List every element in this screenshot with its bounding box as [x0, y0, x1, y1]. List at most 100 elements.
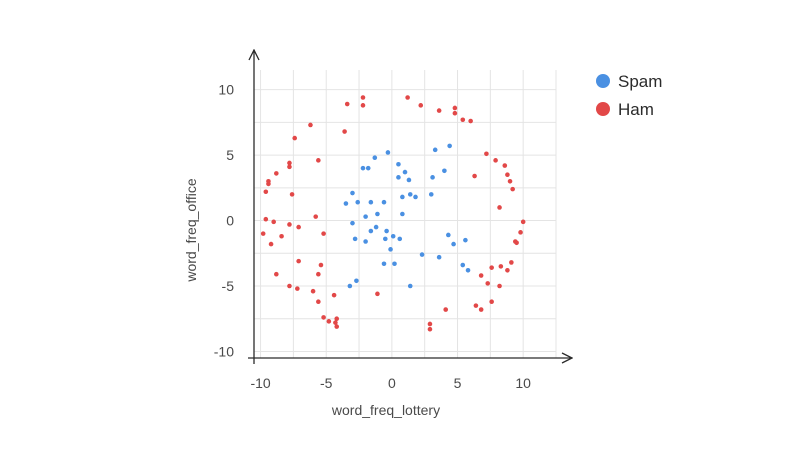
ham-point — [287, 283, 292, 289]
y-tick-labels: -10 -5 0 5 10 — [214, 82, 234, 360]
spam-point — [352, 236, 358, 242]
ham-point — [296, 224, 301, 230]
ham-point — [472, 173, 477, 179]
ham-point — [468, 118, 473, 124]
ham-point — [274, 171, 279, 176]
spam-point — [436, 254, 442, 260]
y-axis-title: word_freq_office — [183, 178, 199, 282]
x-axis-title: word_freq_lottery — [331, 402, 440, 418]
spam-point — [460, 262, 466, 268]
spam-point — [396, 175, 401, 180]
ham-point — [452, 110, 458, 116]
ham-point — [498, 264, 504, 269]
ham-point — [316, 299, 321, 305]
legend-marker-ham — [596, 102, 610, 116]
x-tick-labels: -10 -5 0 5 10 — [250, 375, 531, 391]
spam-point — [363, 214, 368, 219]
ham-point — [326, 319, 332, 324]
ham-point — [478, 273, 484, 278]
spam-point — [392, 261, 397, 267]
spam-point — [368, 228, 374, 234]
x-tick-label: -5 — [320, 375, 333, 391]
ham-point — [460, 117, 466, 123]
spam-point — [388, 247, 393, 252]
ham-point — [473, 303, 479, 308]
spam-point — [396, 161, 401, 167]
spam-point — [397, 236, 403, 242]
ham-point — [443, 307, 449, 312]
ham-point — [334, 316, 340, 322]
legend-marker-spam — [596, 74, 610, 88]
legend: Spam Ham — [596, 72, 662, 119]
ham-point — [502, 163, 508, 168]
y-tick-label: 5 — [226, 147, 234, 163]
spam-point — [372, 155, 378, 161]
ham-point — [518, 230, 523, 235]
ham-point — [308, 122, 313, 128]
spam-point — [446, 232, 451, 238]
ham-point — [489, 299, 494, 305]
ham-point — [321, 315, 326, 320]
ham-point — [493, 158, 498, 163]
ham-point — [436, 108, 442, 113]
x-tick-label: 5 — [454, 375, 462, 391]
spam-point — [355, 199, 361, 205]
ham-point — [287, 222, 292, 227]
spam-point — [347, 283, 353, 289]
spam-point — [373, 224, 379, 230]
ham-point — [505, 172, 510, 178]
spam-point — [381, 261, 387, 267]
ham-point — [427, 326, 433, 332]
ham-point — [509, 260, 514, 265]
ham-point — [296, 258, 301, 264]
spam-point — [463, 237, 468, 243]
spam-point — [407, 283, 413, 289]
y-tick-label: 0 — [226, 213, 234, 229]
ham-point — [484, 151, 489, 157]
spam-point — [350, 190, 355, 196]
spam-point — [368, 199, 374, 205]
ham-point — [510, 186, 515, 192]
grid-lines — [254, 70, 557, 358]
ham-point — [478, 307, 484, 312]
x-tick-label: -10 — [250, 375, 270, 391]
spam-point — [343, 201, 349, 206]
spam-point — [428, 192, 434, 197]
spam-point — [400, 194, 405, 200]
spam-point — [432, 147, 438, 153]
spam-point — [385, 150, 391, 155]
ham-point — [489, 265, 494, 270]
spam-point — [365, 165, 371, 171]
spam-point — [451, 241, 456, 247]
spam-point — [465, 267, 471, 273]
ham-point — [310, 288, 316, 294]
ham-point — [512, 239, 518, 244]
ham-point — [452, 105, 458, 111]
spam-point — [430, 175, 435, 180]
ham-point — [295, 286, 300, 291]
ham-point — [360, 95, 366, 100]
ham-point — [321, 231, 326, 236]
spam-point — [381, 199, 387, 205]
ham-point — [289, 192, 295, 197]
ham-point — [505, 267, 510, 273]
ham-point — [427, 321, 433, 327]
ham-point — [318, 262, 324, 268]
ham-point — [485, 281, 491, 286]
y-tick-label: 10 — [218, 82, 234, 98]
ham-point — [292, 135, 298, 141]
ham-point — [316, 158, 321, 163]
ham-point — [331, 292, 337, 298]
ham-point — [405, 95, 410, 100]
data-points — [260, 95, 526, 332]
ham-point — [263, 189, 269, 195]
spam-point — [375, 211, 380, 217]
spam-point — [360, 165, 366, 171]
spam-point — [390, 233, 396, 239]
ham-point — [418, 103, 424, 108]
legend-label-ham: Ham — [618, 100, 654, 119]
spam-point — [447, 143, 452, 149]
spam-point — [363, 239, 368, 244]
spam-point — [383, 236, 388, 242]
spam-point — [400, 211, 405, 217]
